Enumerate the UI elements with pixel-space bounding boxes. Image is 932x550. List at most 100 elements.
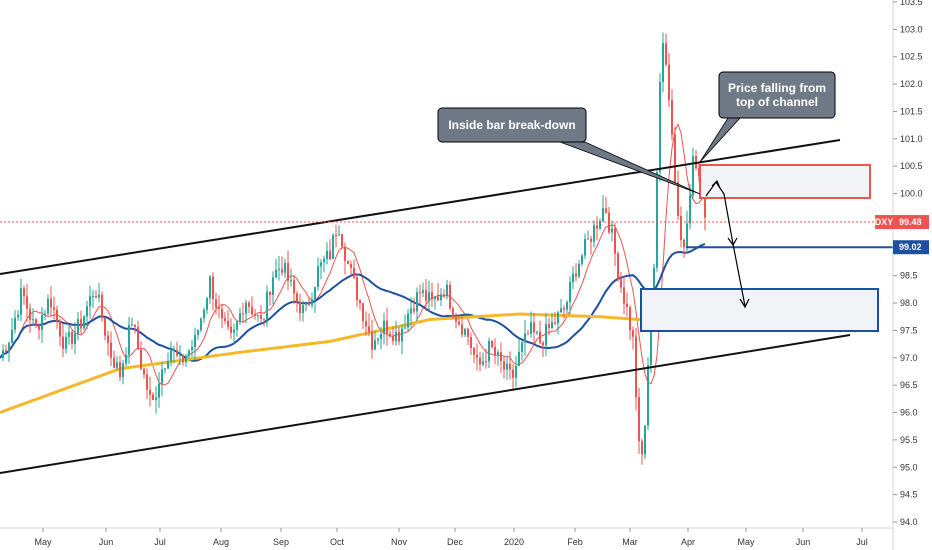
candle-body	[380, 333, 382, 339]
arrow-head-up	[711, 179, 721, 189]
candle-body	[26, 296, 28, 309]
candle-body	[644, 425, 646, 455]
candle-body	[188, 350, 190, 356]
candle-body	[674, 134, 676, 182]
callout-top-text: Price falling from	[728, 81, 826, 95]
candle-body	[281, 269, 283, 273]
candle-body	[563, 308, 565, 310]
candle-body	[542, 342, 544, 346]
candle-body	[608, 212, 610, 233]
candle-body	[191, 346, 193, 351]
symbol-label: DXY	[875, 217, 894, 227]
callout-top-text: top of channel	[736, 95, 818, 109]
candle-body	[68, 332, 70, 337]
candle-body	[383, 320, 385, 334]
last-price-badge: DXY 99.48	[875, 215, 929, 230]
candle-body	[62, 336, 64, 349]
candle-body	[377, 338, 379, 341]
candle-body	[401, 328, 403, 342]
y-tick-label: 96.0	[900, 408, 918, 418]
y-tick-label: 97.5	[900, 325, 918, 335]
candle-body	[179, 354, 181, 356]
candle-body	[374, 340, 376, 350]
callout-top-tail	[699, 117, 741, 163]
candle-body	[446, 284, 448, 296]
candle-body	[443, 294, 445, 296]
candle-body	[257, 314, 259, 316]
candle-body	[296, 293, 298, 302]
channel-upper-line[interactable]	[0, 139, 841, 275]
candle-body	[599, 221, 601, 229]
candle-body	[80, 319, 82, 329]
candle-body	[65, 336, 67, 349]
candle-body	[128, 324, 130, 355]
candle-body	[266, 291, 268, 320]
candle-body	[647, 365, 649, 426]
level-price-box	[893, 240, 929, 255]
candle-body	[656, 171, 658, 268]
candle-body	[497, 352, 499, 356]
candle-body	[269, 291, 271, 295]
candle-body	[14, 317, 16, 330]
candle-body	[92, 295, 94, 297]
candle-body	[206, 298, 208, 310]
candle-body	[134, 324, 136, 327]
channel-lower-line[interactable]	[0, 334, 851, 474]
candle-body	[587, 238, 589, 240]
candle-body	[440, 294, 442, 300]
candle-body	[182, 354, 184, 363]
candle-body	[491, 341, 493, 348]
candle-body	[230, 326, 232, 333]
y-tick-label: 103.0	[900, 24, 923, 34]
resistance-zone[interactable]	[699, 164, 871, 199]
symbol-badge	[875, 215, 893, 230]
candle-body	[512, 369, 514, 378]
support-zone[interactable]	[640, 288, 879, 332]
candle-body	[86, 306, 88, 317]
candle-body	[398, 331, 400, 342]
candle-body	[365, 321, 367, 327]
price-axis[interactable]: 103.5 103.0 102.5 102.0 101.5 101.0 100.5 100.0…	[875, 0, 929, 550]
time-axis[interactable]: May Jun Jul Aug Sep Oct Nov Dec 2020 Feb Mar Apr May…	[0, 527, 893, 547]
candle-body	[494, 347, 496, 356]
candle-body	[449, 284, 451, 309]
x-tick-label: Sep	[273, 537, 289, 547]
candle-body	[359, 300, 361, 304]
x-tick-label: Dec	[447, 537, 464, 547]
candle-body	[2, 350, 4, 358]
candle-body	[44, 313, 46, 316]
y-tick-label: 97.0	[900, 353, 918, 363]
candle-body	[155, 397, 157, 401]
candle-body	[431, 292, 433, 299]
candle-body	[452, 308, 454, 317]
level-price-label: 99.02	[899, 242, 922, 252]
candle-body	[242, 313, 244, 315]
candle-body	[473, 348, 475, 355]
candle-body	[455, 316, 457, 322]
candle-body	[368, 326, 370, 333]
callout-inside-box	[437, 107, 587, 143]
y-tick-label: 101.0	[900, 134, 923, 144]
candle-body	[584, 238, 586, 256]
candle-body	[638, 397, 640, 442]
candle-body	[353, 267, 355, 278]
candle-body	[464, 328, 466, 335]
candle-body	[581, 255, 583, 264]
candle-body	[248, 302, 250, 307]
candle-body	[569, 282, 571, 302]
candle-body	[173, 349, 175, 351]
candle-body	[419, 292, 421, 294]
candle-body	[29, 308, 31, 320]
candle-body	[311, 299, 313, 306]
candle-body	[344, 246, 346, 261]
y-tick-label: 101.5	[900, 106, 923, 116]
callout-inside[interactable]: Inside bar break-down	[437, 107, 701, 195]
candle-body	[119, 362, 121, 378]
candle-body	[560, 308, 562, 313]
candle-body	[662, 43, 664, 83]
callout-top-box	[718, 71, 836, 119]
y-tick-label: 103.5	[900, 0, 923, 7]
candle-body	[32, 319, 34, 321]
